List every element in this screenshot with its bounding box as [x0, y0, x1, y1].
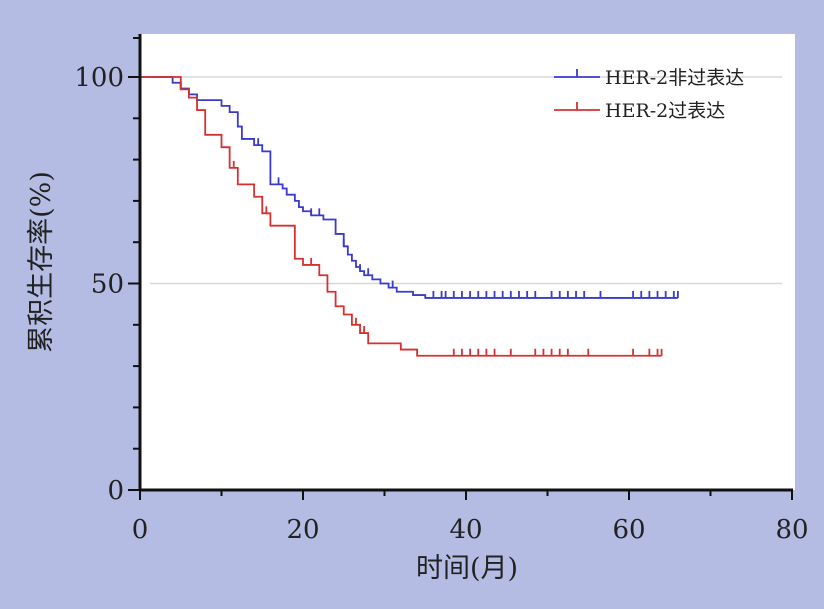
x-tick-label-60: 60: [612, 515, 645, 545]
x-tick-label-0: 0: [132, 515, 149, 545]
x-tick-label-40: 40: [449, 515, 482, 545]
survival-curve-1: [140, 76, 678, 299]
y-tick-label-50: 50: [91, 270, 124, 300]
x-axis-title: 时间(月): [416, 553, 518, 584]
survival-curve-2: [140, 76, 662, 357]
x-tick-label-80: 80: [775, 515, 808, 545]
y-tick-label-100: 100: [74, 63, 124, 93]
x-tick-label-20: 20: [286, 515, 319, 545]
plot-area: [140, 34, 795, 490]
legend-label-2: HER-2过表达: [605, 100, 725, 122]
y-axis-title: 累积生存率(%): [26, 171, 57, 353]
y-tick-label-0: 0: [107, 476, 124, 506]
legend-label-1: HER-2非过表达: [605, 67, 744, 89]
